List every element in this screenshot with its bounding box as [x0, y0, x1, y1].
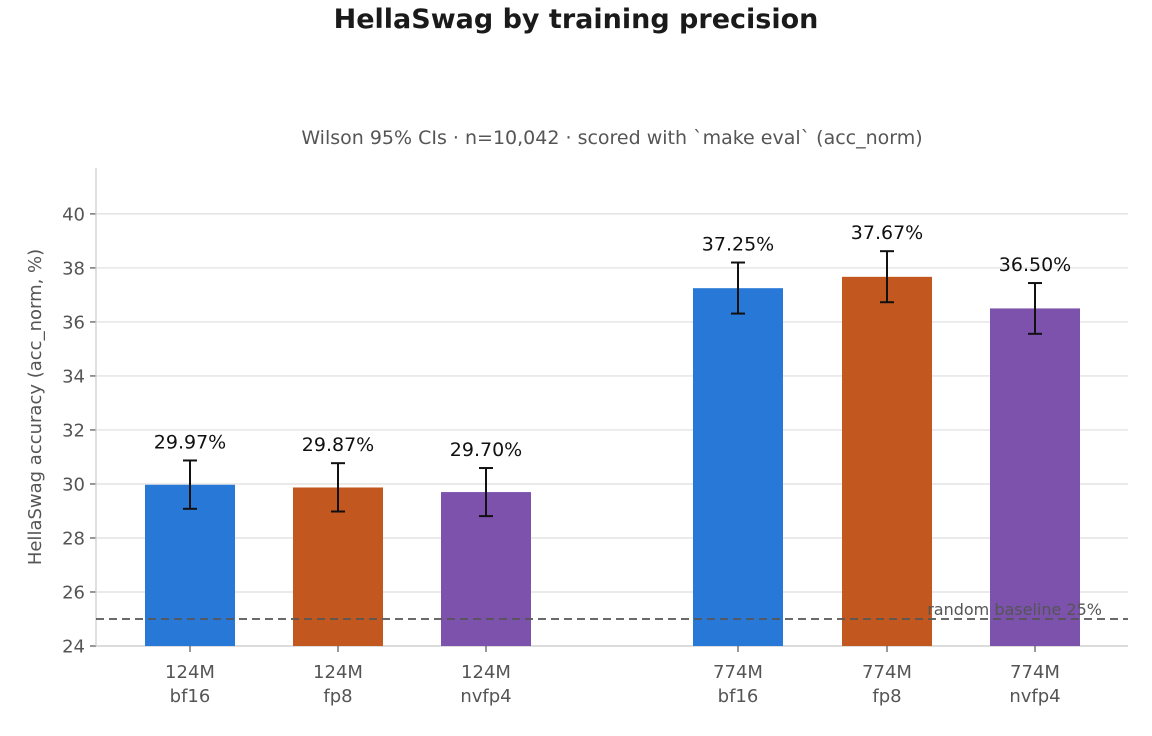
y-tick-label-5: 34 — [62, 366, 85, 387]
bar-774M-nvfp4 — [990, 308, 1080, 646]
data-label-1: 29.87% — [302, 434, 374, 456]
x-tick-label-size-3: 774M — [713, 662, 763, 683]
y-tick-label-2: 28 — [62, 528, 85, 549]
y-tick-label-4: 32 — [62, 420, 85, 441]
y-tick-label-3: 30 — [62, 474, 85, 495]
data-label-0: 29.97% — [154, 431, 226, 453]
x-tick-label-size-4: 774M — [862, 662, 912, 683]
data-label-2: 29.70% — [450, 439, 522, 461]
y-tick-label-6: 36 — [62, 312, 85, 333]
y-tick-label-8: 40 — [62, 204, 85, 225]
data-label-4: 37.67% — [851, 222, 923, 244]
bar-774M-bf16 — [693, 288, 783, 646]
y-axis-label: HellaSwag accuracy (acc_norm, %) — [25, 249, 46, 565]
x-tick-label-precision-5: nvfp4 — [1009, 686, 1060, 707]
x-tick-label-size-2: 124M — [461, 662, 511, 683]
x-tick-label-precision-3: bf16 — [718, 686, 759, 707]
x-tick-label-precision-0: bf16 — [170, 686, 211, 707]
chart-subtitle: Wilson 95% CIs · n=10,042 · scored with … — [301, 127, 923, 149]
x-tick-label-precision-1: fp8 — [323, 686, 352, 707]
data-label-5: 36.50% — [999, 254, 1071, 276]
bar-774M-fp8 — [842, 276, 932, 646]
x-tick-label-size-1: 124M — [313, 662, 363, 683]
y-tick-label-0: 24 — [62, 637, 85, 658]
x-tick-label-precision-4: fp8 — [872, 686, 901, 707]
x-tick-label-precision-2: nvfp4 — [460, 686, 511, 707]
chart-title: HellaSwag by training precision — [333, 4, 819, 35]
x-tick-label-size-0: 124M — [165, 662, 215, 683]
x-tick-label-size-5: 774M — [1010, 662, 1060, 683]
y-tick-label-7: 38 — [62, 258, 85, 279]
y-tick-label-1: 26 — [62, 582, 85, 603]
bar-124M-nvfp4 — [441, 492, 531, 646]
baseline-label: random baseline 25% — [927, 600, 1102, 619]
data-label-3: 37.25% — [702, 234, 774, 256]
